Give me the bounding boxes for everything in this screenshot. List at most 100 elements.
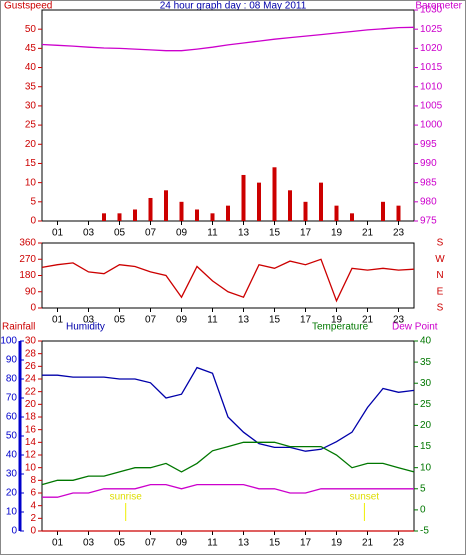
y2-tick-label: -5 bbox=[420, 526, 429, 537]
x-tick-label: 23 bbox=[393, 315, 405, 326]
y2-tick-label: 1020 bbox=[420, 43, 443, 54]
x-tick-label: 05 bbox=[114, 315, 126, 326]
y2-tick-label: 5 bbox=[420, 483, 426, 494]
gust-bar bbox=[148, 197, 153, 221]
plot-area bbox=[41, 9, 415, 222]
y-tick-label: 90 bbox=[25, 286, 37, 297]
y-tick-label: 20 bbox=[25, 139, 37, 150]
gust-bar bbox=[102, 213, 106, 221]
x-tick-label: 17 bbox=[300, 538, 312, 549]
x-tick-label: 13 bbox=[238, 228, 250, 239]
x-tick-label: 01 bbox=[52, 228, 64, 239]
chart-title: 24 hour graph day : 08 May 2011 bbox=[160, 1, 307, 12]
y-tick-label: 20 bbox=[25, 399, 37, 410]
x-tick-label: 17 bbox=[300, 228, 312, 239]
y-tick-label: 30 bbox=[25, 101, 37, 112]
y-tick-label: 12 bbox=[25, 450, 37, 461]
y-tick-label: 16 bbox=[25, 424, 37, 435]
compass-label: S bbox=[437, 238, 444, 249]
y2-tick-label: 20 bbox=[420, 420, 432, 431]
y2-tick-label: 40 bbox=[420, 336, 432, 347]
series-line bbox=[41, 26, 415, 52]
y-tick-label: 26 bbox=[25, 361, 37, 372]
y3-tick-label: 10 bbox=[6, 507, 18, 518]
x-tick-label: 21 bbox=[362, 538, 374, 549]
y3-tick-label: 100 bbox=[0, 336, 17, 347]
gust-bar bbox=[226, 205, 230, 221]
gust-label: Gustspeed bbox=[4, 1, 52, 12]
y2-tick-label: 1010 bbox=[420, 81, 443, 92]
x-tick-label: 11 bbox=[207, 315, 218, 326]
gust-bar bbox=[303, 201, 308, 221]
y3-tick-label: 40 bbox=[6, 450, 18, 461]
plot-area bbox=[41, 340, 415, 532]
x-tick-label: 15 bbox=[269, 228, 281, 239]
x-tick-label: 15 bbox=[269, 538, 281, 549]
series-line bbox=[42, 366, 415, 452]
plot-area bbox=[41, 242, 415, 309]
y-tick-label: 22 bbox=[25, 386, 37, 397]
y2-tick-label: 10 bbox=[420, 462, 432, 473]
y3-tick-label: 60 bbox=[6, 412, 18, 423]
dewpoint-label: Dew Point bbox=[392, 322, 438, 333]
x-tick-label: 09 bbox=[176, 315, 188, 326]
y-tick-label: 10 bbox=[25, 177, 37, 188]
compass-label: W bbox=[435, 254, 445, 265]
y2-tick-label: 985 bbox=[420, 177, 437, 188]
gust-bar bbox=[179, 201, 184, 221]
y-tick-label: 45 bbox=[25, 43, 37, 54]
gust-bar bbox=[195, 209, 199, 221]
x-tick-label: 19 bbox=[331, 315, 343, 326]
y-tick-label: 0 bbox=[30, 526, 36, 537]
y-tick-label: 180 bbox=[19, 270, 36, 281]
y-tick-label: 6 bbox=[30, 488, 36, 499]
y3-tick-label: 80 bbox=[6, 374, 18, 385]
x-tick-label: 11 bbox=[207, 228, 218, 239]
series-line bbox=[41, 258, 415, 303]
gust-bar bbox=[381, 201, 385, 221]
x-tick-label: 11 bbox=[207, 538, 218, 549]
gust-bar bbox=[396, 205, 401, 221]
gust-bar bbox=[272, 167, 277, 221]
gust-bar bbox=[133, 209, 137, 221]
x-tick-label: 07 bbox=[145, 315, 157, 326]
y-tick-label: 25 bbox=[25, 120, 37, 131]
compass-label: E bbox=[437, 286, 444, 297]
x-tick-label: 21 bbox=[362, 315, 374, 326]
y-tick-label: 35 bbox=[25, 81, 37, 92]
gust-bar bbox=[241, 174, 246, 221]
gust-bar bbox=[334, 205, 339, 221]
gust-bar bbox=[319, 182, 323, 221]
x-tick-label: 01 bbox=[52, 538, 64, 549]
gust-bar bbox=[164, 190, 168, 221]
sun-label: sunset bbox=[350, 492, 380, 503]
y-tick-label: 28 bbox=[25, 348, 37, 359]
compass-label: N bbox=[436, 270, 443, 281]
x-tick-label: 03 bbox=[83, 228, 95, 239]
y-tick-label: 50 bbox=[25, 24, 37, 35]
y-tick-label: 40 bbox=[25, 62, 37, 73]
y3-tick-label: 50 bbox=[6, 431, 18, 442]
y2-tick-label: 990 bbox=[420, 158, 437, 169]
y-tick-label: 2 bbox=[30, 513, 36, 524]
y3-tick-label: 0 bbox=[11, 526, 17, 537]
x-tick-label: 05 bbox=[114, 538, 126, 549]
x-tick-label: 19 bbox=[331, 228, 343, 239]
y2-tick-label: 1030 bbox=[420, 5, 443, 16]
y3-tick-label: 70 bbox=[6, 393, 18, 404]
rainfall-label: Rainfall bbox=[2, 322, 35, 333]
y3-tick-label: 20 bbox=[6, 488, 18, 499]
x-tick-label: 01 bbox=[52, 315, 64, 326]
gust-bar bbox=[210, 213, 215, 221]
y-tick-label: 270 bbox=[19, 254, 36, 265]
gust-bar bbox=[117, 213, 122, 221]
y-tick-label: 0 bbox=[30, 303, 36, 314]
x-tick-label: 17 bbox=[300, 315, 312, 326]
x-tick-label: 23 bbox=[393, 228, 405, 239]
temperature-label: Temperature bbox=[312, 322, 369, 333]
y-tick-label: 4 bbox=[30, 500, 36, 511]
y-tick-label: 15 bbox=[25, 158, 37, 169]
x-tick-label: 05 bbox=[114, 228, 126, 239]
y2-tick-label: 980 bbox=[420, 196, 437, 207]
x-tick-label: 13 bbox=[238, 315, 250, 326]
